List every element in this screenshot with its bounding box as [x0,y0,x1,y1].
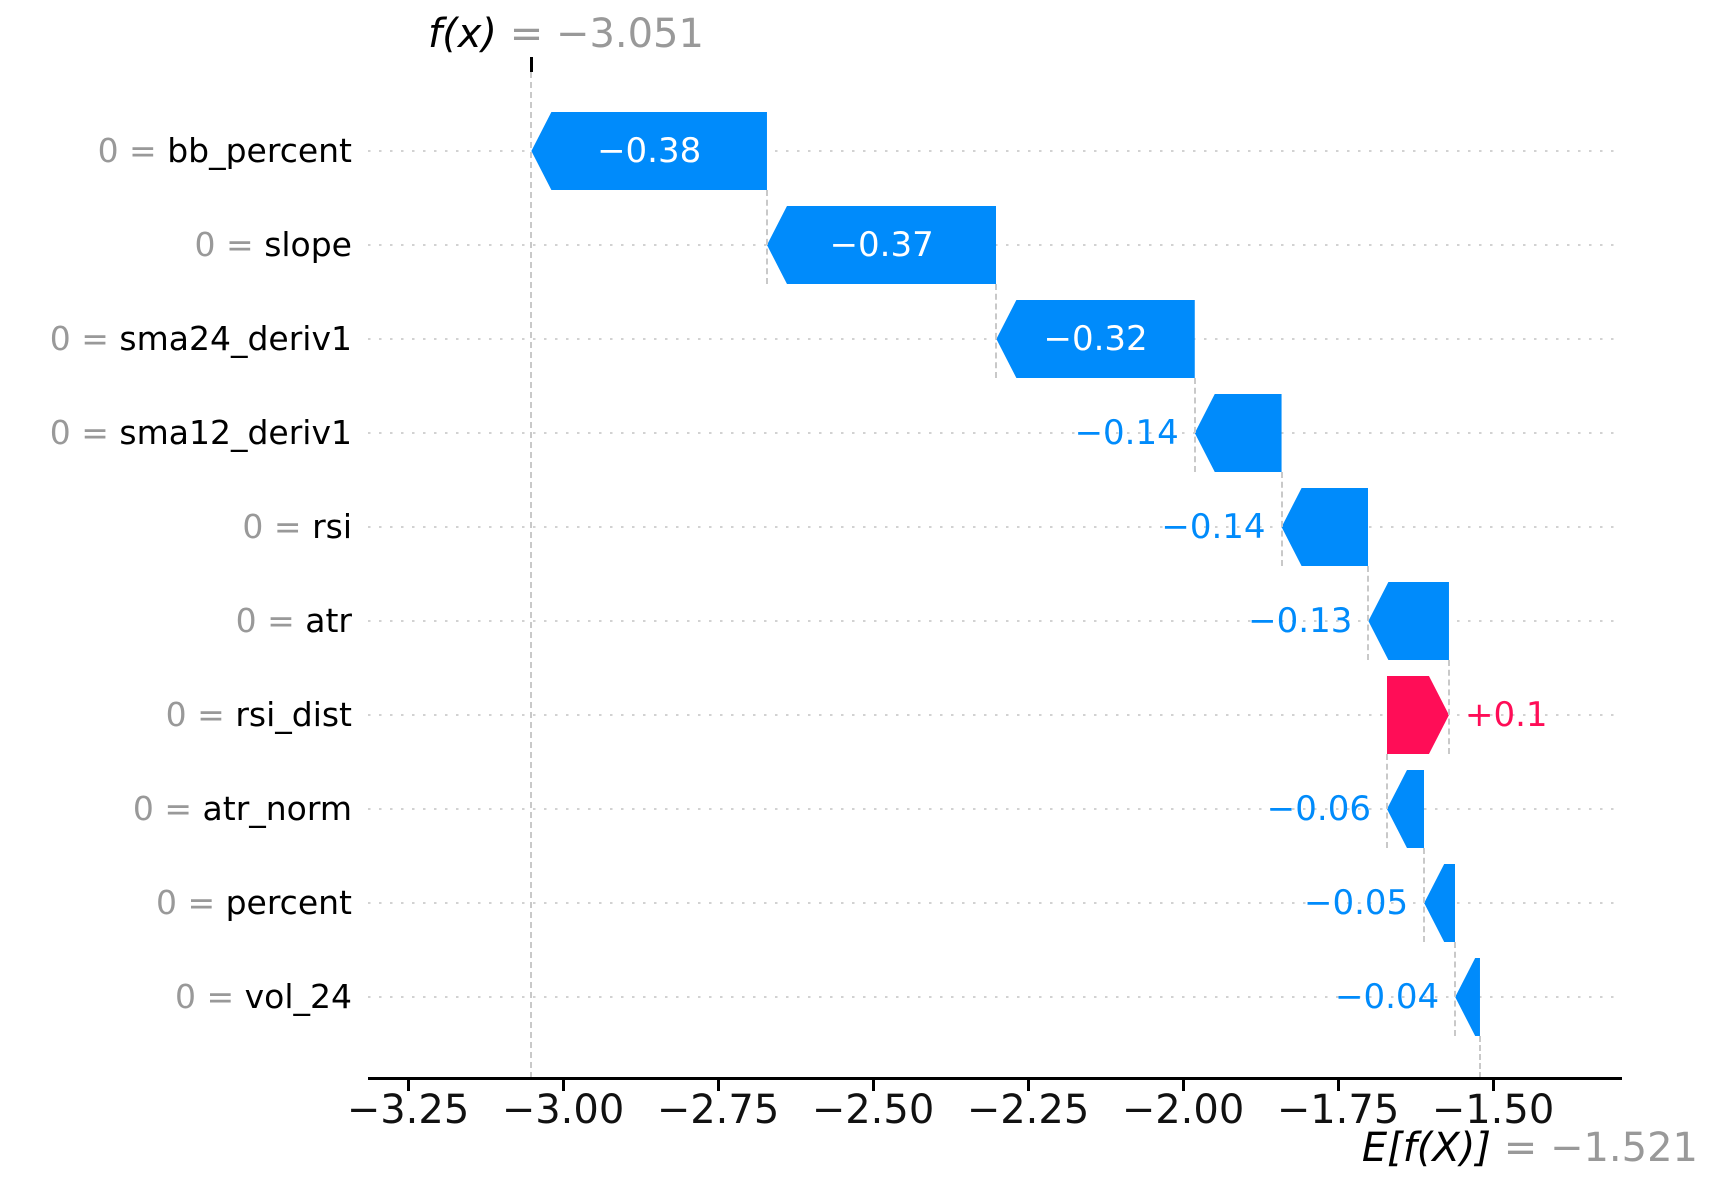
bar-value-label: −0.06 [1266,789,1371,829]
row-gridline [368,338,1622,340]
x-tick-label: −2.75 [656,1087,780,1133]
row-gridline [368,150,1622,152]
x-tick [1491,1078,1495,1091]
x-tick-label: −3.25 [346,1087,470,1133]
feature-label-sma12_deriv1: 0 = sma12_deriv1 [0,407,352,459]
bar-value-label: −0.37 [829,225,934,265]
bar-value-label: −0.14 [1161,507,1266,547]
feature-value: 0 = [165,695,236,734]
x-tick [1336,1078,1340,1091]
feature-value: 0 = [194,225,265,264]
waterfall-bar-rsi [1281,488,1369,566]
feature-value: 0 = [174,977,245,1016]
waterfall-bar-percent [1424,864,1456,942]
bar-value-label: −0.14 [1074,413,1179,453]
feature-value: 0 = [49,319,120,358]
expected-value-number: = −1.521 [1491,1125,1698,1171]
connector-line [1423,848,1426,942]
x-tick-label: −3.00 [501,1087,625,1133]
fx-label: f(x) [428,11,497,57]
feature-label-percent: 0 = percent [0,877,352,929]
feature-label-vol_24: 0 = vol_24 [0,971,352,1023]
waterfall-bar-atr_norm [1386,770,1425,848]
bar-value-label: −0.04 [1334,977,1440,1017]
waterfall-bar-sma12_deriv1 [1194,394,1282,472]
row-gridline [368,526,1622,528]
expected-value-annotation: E[f(X)] = −1.521 [1098,1124,1698,1172]
x-tick-label: −1.50 [1431,1087,1555,1133]
x-tick-label: −2.25 [966,1087,1090,1133]
feature-value: 0 = [97,131,168,170]
waterfall-bar-vol_24 [1455,958,1480,1036]
connector-line [1367,566,1370,660]
feature-name: atr_norm [202,789,352,828]
row-gridline [368,808,1622,810]
feature-label-bb_percent: 0 = bb_percent [0,125,352,177]
feature-value: 0 = [155,883,226,922]
feature-value: 0 = [242,507,313,546]
connector-line [1447,660,1450,754]
base-dashed-line [1478,1036,1481,1078]
connector-line [765,190,768,284]
row-gridline [368,996,1622,998]
feature-name: percent [225,883,352,922]
fx-annotation: f(x) = −3.051 [266,10,866,58]
x-tick [1026,1078,1030,1091]
x-tick [871,1078,875,1091]
feature-value: 0 = [132,789,203,828]
waterfall-bar-rsi_dist [1387,676,1449,754]
feature-value: 0 = [235,601,306,640]
expected-value-label: E[f(X)] [1361,1125,1492,1171]
feature-name: bb_percent [167,131,352,170]
waterfall-bar-atr [1368,582,1449,660]
connector-line [995,284,998,378]
fx-tick [529,57,533,72]
row-gridline [368,620,1622,622]
feature-label-slope: 0 = slope [0,219,352,271]
row-gridline [368,714,1622,716]
connector-line [1280,472,1283,566]
row-gridline [368,432,1622,434]
feature-name: sma12_deriv1 [119,413,352,452]
bar-value-label: −0.32 [1043,319,1148,359]
feature-name: rsi_dist [235,695,352,734]
x-axis-line [368,1077,1622,1080]
feature-name: rsi [312,507,352,546]
x-tick [716,1078,720,1091]
bar-value-label: +0.1 [1464,695,1548,735]
fx-value: = −3.051 [496,11,704,57]
connector-line [1385,754,1388,848]
connector-line [1193,378,1196,472]
feature-label-rsi: 0 = rsi [0,501,352,553]
bar-value-label: −0.05 [1303,883,1409,923]
row-gridline [368,902,1622,904]
feature-name: atr [305,601,352,640]
x-tick-label: −1.75 [1276,1087,1400,1133]
feature-value: 0 = [49,413,120,452]
feature-label-atr_norm: 0 = atr_norm [0,783,352,835]
feature-label-atr: 0 = atr [0,595,352,647]
fx-dashed-line [530,72,533,1078]
x-tick-label: −2.00 [1121,1087,1245,1133]
feature-label-sma24_deriv1: 0 = sma24_deriv1 [0,313,352,365]
waterfall-bar-bb_percent [531,112,767,190]
x-tick [561,1078,565,1091]
bar-value-label: −0.13 [1248,601,1353,641]
x-tick [1181,1078,1185,1091]
waterfall-bar-slope [766,206,997,284]
bar-value-label: −0.38 [597,131,702,171]
feature-name: sma24_deriv1 [119,319,352,358]
x-tick-label: −2.50 [811,1087,935,1133]
feature-name: slope [264,225,352,264]
x-tick [406,1078,410,1091]
feature-name: vol_24 [244,977,352,1016]
waterfall-bar-sma24_deriv1 [996,300,1195,378]
connector-line [1454,942,1457,1036]
feature-label-rsi_dist: 0 = rsi_dist [0,689,352,741]
